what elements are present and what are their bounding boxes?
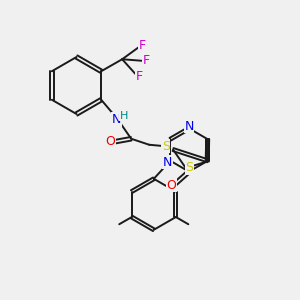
Text: N: N [163, 155, 172, 169]
Text: O: O [167, 178, 176, 192]
Text: O: O [105, 135, 115, 148]
Text: F: F [136, 70, 143, 83]
Text: N: N [112, 113, 121, 126]
Text: S: S [162, 140, 170, 153]
Text: F: F [142, 54, 150, 67]
Text: H: H [120, 111, 128, 121]
Text: N: N [184, 119, 194, 133]
Text: S: S [185, 161, 193, 174]
Text: F: F [139, 39, 146, 52]
